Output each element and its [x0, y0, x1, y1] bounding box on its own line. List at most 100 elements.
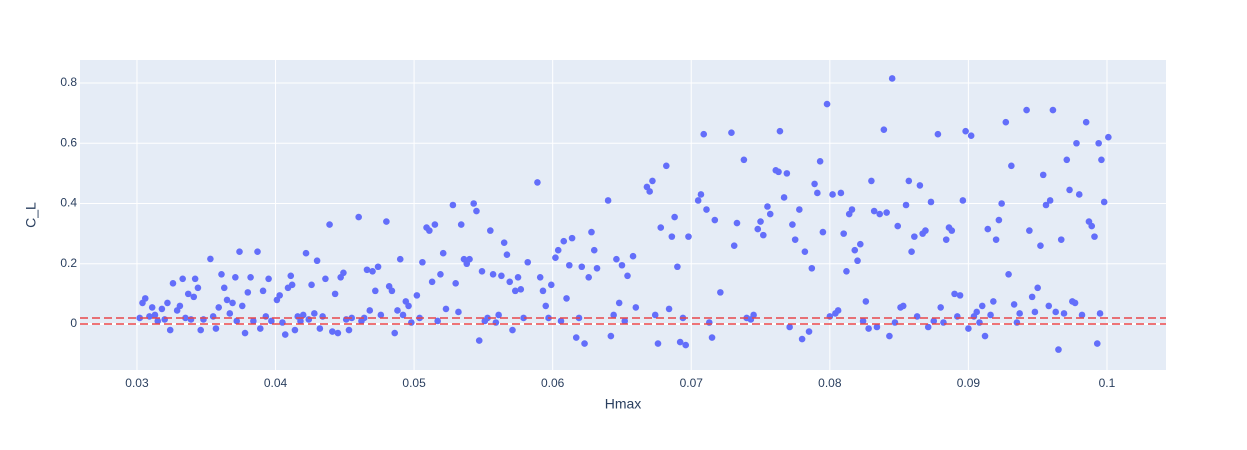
- x-tick-label: 0.09: [957, 376, 981, 390]
- point: [981, 332, 989, 340]
- point: [449, 201, 457, 209]
- point: [212, 325, 220, 332]
- point: [220, 284, 228, 292]
- point: [978, 302, 986, 310]
- point: [1045, 302, 1053, 310]
- point: [1046, 197, 1054, 204]
- point: [911, 233, 918, 240]
- point: [987, 311, 994, 319]
- point: [676, 338, 684, 346]
- point: [377, 311, 385, 319]
- point: [184, 290, 192, 298]
- point: [326, 221, 333, 228]
- point: [694, 197, 702, 204]
- point: [995, 216, 1003, 224]
- point: [967, 132, 975, 140]
- point: [500, 239, 508, 246]
- point: [355, 213, 362, 221]
- point: [431, 221, 439, 228]
- point: [1034, 284, 1041, 292]
- point: [760, 231, 767, 239]
- x-tick-label: 0.07: [680, 376, 704, 390]
- point: [854, 257, 861, 265]
- point: [934, 130, 942, 138]
- point: [254, 248, 261, 255]
- point: [593, 264, 601, 272]
- y-tick-label: 0.8: [60, 75, 77, 89]
- point: [1002, 118, 1010, 126]
- point: [613, 255, 620, 263]
- x-tick-label: 0.06: [541, 376, 565, 390]
- point: [663, 162, 670, 170]
- point: [360, 314, 368, 322]
- point: [331, 290, 339, 298]
- point: [775, 168, 782, 176]
- point: [369, 267, 376, 275]
- point: [194, 284, 202, 292]
- point: [302, 249, 310, 257]
- point: [408, 319, 415, 326]
- x-axis-title: Hmax: [605, 396, 642, 412]
- point: [426, 227, 433, 234]
- point: [509, 326, 516, 334]
- point: [1096, 310, 1104, 317]
- point: [229, 299, 236, 307]
- point: [413, 292, 421, 299]
- point: [862, 298, 870, 305]
- point: [578, 263, 586, 271]
- point: [615, 299, 623, 307]
- point: [1057, 236, 1065, 243]
- point: [1039, 171, 1047, 179]
- point: [1028, 293, 1036, 301]
- point: [780, 194, 788, 201]
- point: [478, 267, 486, 275]
- point: [256, 325, 264, 332]
- point: [288, 281, 296, 289]
- point: [524, 258, 532, 266]
- point: [287, 272, 295, 280]
- point: [299, 311, 307, 319]
- point: [1042, 201, 1050, 209]
- point: [1093, 340, 1101, 347]
- point: [750, 311, 757, 319]
- point: [840, 230, 847, 237]
- point: [814, 189, 821, 197]
- point: [560, 237, 568, 245]
- point: [607, 332, 615, 340]
- point: [873, 323, 881, 331]
- point: [1049, 106, 1057, 114]
- point: [717, 289, 724, 296]
- point: [207, 255, 214, 263]
- point: [241, 329, 249, 337]
- point: [789, 221, 796, 228]
- point: [297, 317, 304, 325]
- point: [811, 180, 818, 188]
- point: [1010, 301, 1018, 308]
- point: [223, 296, 231, 304]
- point: [1078, 311, 1086, 319]
- point: [329, 328, 336, 335]
- point: [250, 317, 257, 325]
- point: [1052, 308, 1059, 316]
- point: [279, 319, 286, 326]
- point: [428, 278, 436, 286]
- point: [808, 264, 816, 272]
- point: [1037, 242, 1044, 249]
- point: [391, 329, 399, 337]
- point: [798, 335, 806, 343]
- point: [992, 236, 1000, 243]
- point: [865, 325, 872, 332]
- point: [506, 278, 514, 286]
- point: [281, 331, 289, 338]
- point: [136, 314, 144, 322]
- point: [905, 177, 913, 185]
- point: [316, 325, 324, 332]
- point: [1088, 222, 1096, 230]
- point: [783, 170, 791, 177]
- point: [487, 227, 494, 234]
- point: [197, 326, 204, 334]
- point: [708, 334, 716, 341]
- point: [651, 311, 659, 319]
- point: [590, 246, 598, 254]
- point: [937, 304, 944, 311]
